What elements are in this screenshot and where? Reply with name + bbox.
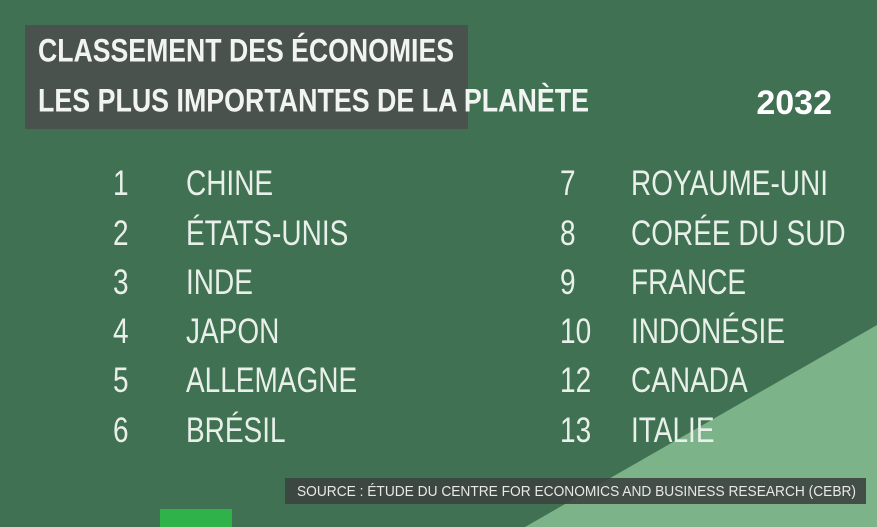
- rank: 10: [560, 311, 591, 351]
- rank: 9: [560, 262, 576, 302]
- title-line: CLASSEMENT DES ÉCONOMIES: [38, 32, 454, 68]
- title-box: [25, 25, 468, 129]
- rank: 8: [560, 213, 576, 253]
- accent-triangle: [525, 325, 877, 527]
- rank: 3: [113, 262, 129, 302]
- rank: 7: [560, 163, 576, 203]
- country: ROYAUME-UNI: [631, 163, 828, 203]
- country: FRANCE: [631, 262, 746, 302]
- country: CANADA: [631, 360, 748, 400]
- rank: 6: [113, 410, 129, 450]
- logo-strip: [160, 509, 232, 527]
- country: INDONÉSIE: [631, 311, 785, 351]
- rank: 5: [113, 360, 129, 400]
- country: CHINE: [186, 163, 273, 203]
- rank: 13: [560, 410, 591, 450]
- rank: 1: [113, 163, 129, 203]
- country: JAPON: [186, 311, 279, 351]
- ranking-list: 1 CHINE 2 ÉTATS-UNIS 3 INDE 4 JAPON 5 ALLEMAGNE 6 B…: [113, 163, 846, 450]
- source-box: [285, 478, 866, 504]
- country: INDE: [186, 262, 253, 302]
- rank: 4: [113, 311, 129, 351]
- country: ÉTATS-UNIS: [186, 213, 348, 253]
- rank: 12: [560, 360, 591, 400]
- country: ITALIE: [631, 410, 715, 450]
- title-line: LES PLUS IMPORTANTES DE LA PLANÈTE: [38, 82, 589, 118]
- year: 2032: [756, 84, 832, 122]
- source: SOURCE : ÉTUDE DU CENTRE FOR ECONOMICS A…: [297, 483, 856, 500]
- country: ALLEMAGNE: [186, 360, 357, 400]
- country: CORÉE DU SUD: [631, 213, 846, 253]
- country: BRÉSIL: [186, 410, 286, 450]
- rank: 2: [113, 213, 129, 253]
